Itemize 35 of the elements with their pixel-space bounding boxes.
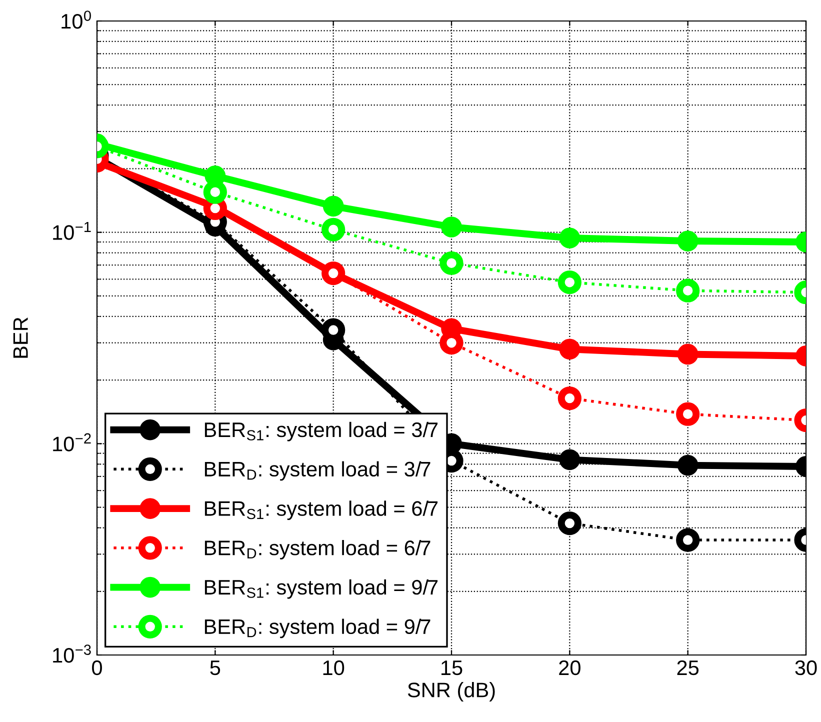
point bbox=[558, 511, 582, 536]
point bbox=[440, 251, 464, 275]
y-tick-label: 10$^{−2}$ bbox=[53, 433, 91, 452]
legend-label: BER$_{S1}$: system load = 6/7 bbox=[204, 500, 438, 520]
point bbox=[677, 344, 698, 365]
y-tick-label: 10$^{0}$ bbox=[62, 10, 91, 29]
point bbox=[559, 338, 580, 360]
x-tick-label: 5 bbox=[210, 660, 220, 676]
point bbox=[322, 218, 346, 242]
point bbox=[558, 386, 582, 410]
point bbox=[441, 216, 462, 238]
point bbox=[559, 449, 580, 470]
point bbox=[676, 278, 700, 302]
point bbox=[676, 528, 700, 552]
point bbox=[676, 402, 700, 426]
x-tick-label: 0 bbox=[92, 660, 102, 676]
legend-label: BER$_{D}$: system load = 6/7 bbox=[204, 540, 430, 560]
x-tick-label: 10 bbox=[323, 660, 344, 676]
x-axis-title: SNR (dB) bbox=[408, 682, 495, 702]
x-tick-label: 25 bbox=[677, 660, 699, 676]
y-tick-label: 10$^{−3}$ bbox=[53, 644, 91, 663]
point bbox=[559, 228, 580, 248]
legend-label: BER$_{D}$: system load = 9/7 bbox=[204, 618, 430, 638]
y-tick-label: 10$^{−1}$ bbox=[53, 222, 91, 240]
point bbox=[677, 230, 698, 252]
x-tick-label: 20 bbox=[559, 660, 580, 676]
point bbox=[677, 454, 698, 476]
y-axis-title: BER bbox=[13, 318, 28, 358]
legend-label: BER$_{S1}$: system load = 9/7 bbox=[204, 579, 438, 599]
x-tick-label: 15 bbox=[442, 660, 462, 676]
legend-label: BER$_{S1}$: system load = 3/7 bbox=[204, 422, 438, 442]
point bbox=[558, 270, 582, 294]
point bbox=[322, 196, 344, 217]
x-tick-label: 30 bbox=[795, 660, 817, 676]
legend-label: BER$_{D}$: system load = 3/7 bbox=[204, 461, 430, 481]
